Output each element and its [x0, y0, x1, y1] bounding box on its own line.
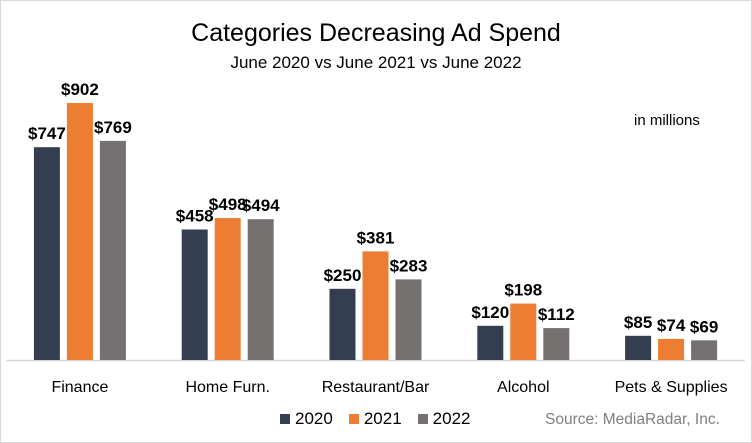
data-label: $747 — [28, 124, 66, 143]
legend-item-2021: 2021 — [348, 409, 402, 429]
bar-2020-pets-supplies — [625, 335, 652, 360]
bar-2021-alcohol — [510, 303, 537, 360]
x-tick-label: Home Furn. — [185, 379, 269, 396]
bar-2022-restaurant-bar — [395, 279, 422, 360]
data-label: $283 — [390, 256, 428, 275]
data-label: $458 — [176, 207, 214, 226]
legend: 2020 2021 2022 — [280, 409, 486, 429]
bar-2021-restaurant-bar — [362, 251, 389, 360]
bar-2021-finance — [66, 103, 93, 360]
legend-item-2020: 2020 — [280, 409, 333, 429]
chart-title: Categories Decreasing Ad Spend — [191, 19, 561, 47]
legend-label-2022: 2022 — [432, 409, 471, 428]
bar-2020-restaurant-bar — [329, 288, 356, 360]
data-label: $69 — [690, 317, 718, 336]
legend-swatch-2021 — [348, 414, 359, 424]
legend-label-2020: 2020 — [295, 409, 333, 428]
bar-2021-home-furn- — [214, 218, 241, 360]
x-tick-label: Restaurant/Bar — [322, 379, 430, 396]
x-tick-label: Alcohol — [497, 379, 549, 396]
legend-swatch-2022 — [417, 414, 428, 424]
data-label: $85 — [624, 313, 652, 332]
data-label: $498 — [209, 195, 247, 214]
bar-2020-alcohol — [477, 325, 504, 360]
data-label: $74 — [657, 316, 686, 335]
bar-2020-home-furn- — [181, 229, 208, 360]
bar-2022-finance — [99, 140, 126, 360]
bar-2022-pets-supplies — [691, 340, 718, 360]
data-label: $494 — [242, 196, 280, 215]
data-label: $112 — [538, 305, 575, 324]
bar-2021-pets-supplies — [658, 338, 685, 360]
unit-annotation: in millions — [634, 112, 700, 129]
data-label: $120 — [471, 303, 509, 322]
legend-label-2021: 2021 — [363, 409, 402, 428]
bar-2022-home-furn- — [247, 219, 274, 360]
bar-2022-alcohol — [543, 328, 570, 360]
data-label: $769 — [94, 118, 132, 137]
legend-item-2022: 2022 — [417, 409, 471, 429]
data-label: $902 — [61, 80, 99, 99]
legend-swatch-2020 — [280, 414, 290, 424]
data-label: $198 — [504, 281, 542, 300]
source-note: Source: MediaRadar, Inc. — [545, 411, 720, 428]
bar-2020-finance — [33, 147, 60, 360]
data-label: $381 — [357, 228, 395, 247]
chart-subtitle: June 2020 vs June 2021 vs June 2022 — [230, 53, 522, 72]
data-label: $250 — [324, 266, 362, 285]
x-tick-label: Pets & Supplies — [615, 379, 728, 396]
x-tick-label: Finance — [51, 379, 108, 396]
